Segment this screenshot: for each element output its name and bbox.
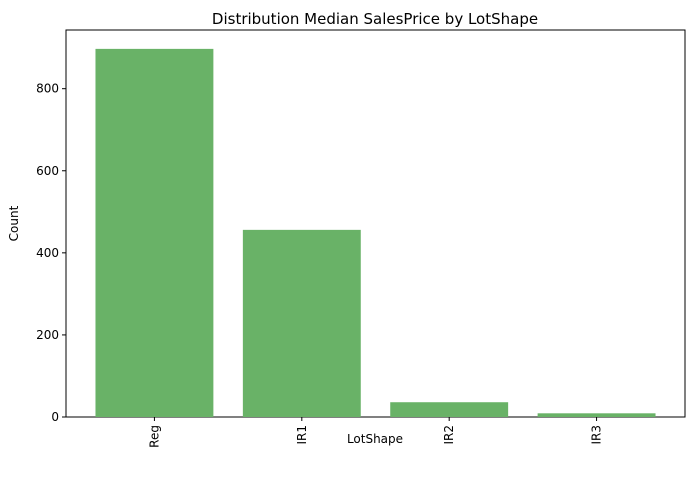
- bars: [95, 48, 656, 417]
- y-tick-label: 400: [36, 246, 59, 260]
- y-axis-ticks: 0 200 400 600 800: [36, 82, 66, 424]
- y-tick-label: 800: [36, 82, 59, 96]
- bar-ir2: [390, 402, 509, 417]
- plot-area: 0 200 400 600 800 Reg IR1 IR2 IR3: [36, 29, 686, 448]
- bar-ir1: [242, 229, 361, 417]
- y-tick-label: 0: [51, 410, 59, 424]
- chart-title: Distribution Median SalesPrice by LotSha…: [212, 10, 538, 28]
- y-tick-label: 600: [36, 164, 59, 178]
- bar-ir3: [537, 413, 656, 417]
- x-axis-ticks: Reg IR1 IR2 IR3: [147, 417, 604, 448]
- bar-reg: [95, 48, 214, 417]
- x-tick-label: IR2: [442, 425, 456, 445]
- x-tick-label: IR3: [590, 425, 604, 445]
- y-axis-label: Count: [7, 205, 21, 241]
- x-tick-label: Reg: [147, 425, 161, 448]
- x-tick-label: IR1: [295, 425, 309, 445]
- y-tick-label: 200: [36, 328, 59, 342]
- x-axis-label: LotShape: [347, 432, 403, 446]
- plot-frame: [65, 29, 686, 418]
